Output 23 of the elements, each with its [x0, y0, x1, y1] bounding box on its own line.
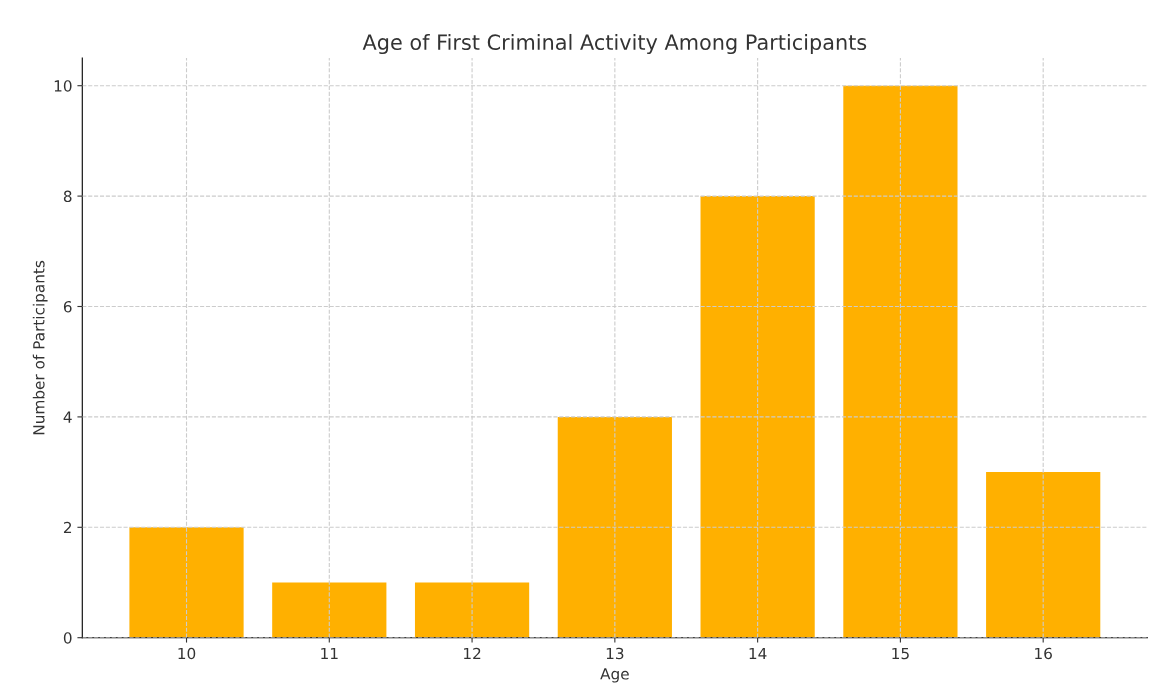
- bar: [129, 527, 244, 638]
- y-tick-label: 4: [63, 411, 72, 423]
- bar: [557, 416, 672, 638]
- bar: [843, 85, 958, 638]
- x-tick-label: 15: [892, 647, 909, 660]
- y-tick-label: 10: [54, 80, 72, 92]
- y-tick-label: 8: [63, 190, 72, 203]
- chart-title: Age of First Criminal Activity Among Participants: [362, 33, 867, 55]
- y-tick-label: 6: [63, 300, 72, 313]
- y-tick-label: 0: [63, 632, 72, 644]
- x-tick-label: 11: [321, 647, 338, 660]
- bar: [700, 196, 815, 638]
- y-tick-label: 2: [63, 521, 72, 534]
- x-tick-label: 16: [1035, 647, 1052, 660]
- x-tick-label: 10: [178, 647, 196, 660]
- bar: [986, 472, 1101, 638]
- x-tick-label: 14: [749, 647, 767, 660]
- x-axis-title: Age: [600, 668, 629, 683]
- x-tick-label: 13: [606, 647, 624, 660]
- bar: [272, 582, 387, 638]
- x-tick-label: 12: [464, 647, 481, 660]
- bar: [414, 582, 530, 638]
- y-axis-title: Number of Participants: [32, 260, 48, 435]
